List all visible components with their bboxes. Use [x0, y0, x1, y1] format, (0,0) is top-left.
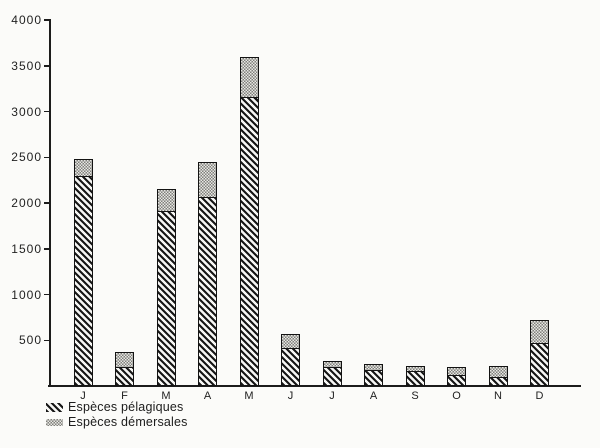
x-tick-label-0: J: [80, 390, 86, 402]
y-tick-mark: [44, 248, 51, 250]
bar-stack-11: [530, 320, 549, 386]
y-tick-label: 3500: [11, 58, 42, 73]
dot-screen-swatch-icon: [46, 418, 63, 426]
x-tick-label-7: A: [369, 390, 378, 402]
legend-row-demersales: Espèces démersales: [46, 415, 188, 429]
bar-1-pelagiques: [115, 367, 134, 386]
bar-3-pelagiques: [198, 198, 217, 386]
bar-0-demersales: [73, 159, 93, 177]
y-tick-label: 2000: [11, 196, 42, 210]
bar-5-demersales: [281, 333, 300, 349]
x-tick-label-5: J: [287, 390, 294, 402]
bar-7-demersales: [364, 363, 383, 372]
bar-2-demersales: [156, 189, 176, 213]
bar-4-pelagiques: [239, 97, 259, 386]
bar-stack-5: [281, 333, 300, 386]
bar-11-demersales: [530, 320, 549, 344]
bar-stack-8: [405, 365, 425, 386]
bar-7-pelagiques: [364, 371, 383, 386]
bar-stack-1: [115, 351, 134, 386]
bar-stack-7: [364, 363, 383, 386]
bar-10-pelagiques: [488, 377, 508, 386]
bar-3-demersales: [198, 161, 217, 199]
bar-1-demersales: [115, 351, 134, 368]
bar-stack-4: [239, 56, 259, 386]
bar-9-demersales: [447, 367, 466, 377]
bar-10-demersales: [488, 365, 508, 378]
bar-stack-9: [447, 367, 466, 386]
bar-stack-6: [322, 361, 342, 386]
x-axis-line: [48, 385, 581, 387]
y-tick-label: 1000: [11, 287, 42, 302]
bar-stack-3: [198, 161, 217, 386]
bar-8-demersales: [405, 365, 425, 373]
y-tick-mark: [44, 293, 51, 296]
bar-6-pelagiques: [322, 367, 342, 386]
y-tick-mark: [44, 202, 51, 204]
y-tick-mark: [44, 110, 51, 113]
y-tick-label: 500: [18, 333, 42, 348]
y-tick-mark: [44, 19, 51, 21]
bar-8-pelagiques: [405, 372, 425, 386]
x-tick-label-11: D: [535, 390, 544, 402]
bar-4-demersales: [239, 56, 259, 98]
bar-stack-0: [73, 159, 93, 386]
bar-stack-10: [488, 365, 508, 386]
bar-6-demersales: [322, 361, 342, 368]
x-tick-label-8: S: [411, 390, 419, 402]
bar-stack-2: [156, 189, 176, 386]
legend-label-pelagiques: Espèces pélagiques: [68, 400, 184, 414]
y-tick-label: 2500: [11, 150, 42, 165]
bar-5-pelagiques: [281, 348, 300, 386]
y-tick-label: 3000: [11, 104, 42, 119]
x-tick-label-4: M: [244, 390, 254, 402]
y-tick-mark: [44, 65, 51, 67]
y-tick-label: 1500: [11, 241, 42, 256]
y-tick-mark: [44, 156, 51, 159]
diagonal-hatch-swatch-icon: [46, 402, 63, 412]
bar-9-pelagiques: [447, 376, 466, 386]
x-tick-label-1: F: [121, 390, 128, 402]
bar-2-pelagiques: [156, 212, 176, 386]
legend: Espèces pélagiques Espèces démersales: [46, 400, 188, 430]
bar-0-pelagiques: [73, 176, 93, 386]
x-tick-label-2: M: [161, 390, 171, 402]
legend-label-demersales: Espèces démersales: [68, 415, 188, 429]
x-tick-label-6: J: [329, 390, 335, 402]
x-tick-label-10: N: [494, 390, 502, 402]
y-tick-mark: [44, 339, 51, 342]
x-tick-label-3: A: [203, 390, 212, 402]
y-tick-label: 4000: [11, 13, 42, 27]
x-tick-label-9: O: [452, 390, 461, 402]
bar-11-pelagiques: [530, 343, 549, 386]
legend-row-pelagiques: Espèces pélagiques: [46, 400, 188, 414]
